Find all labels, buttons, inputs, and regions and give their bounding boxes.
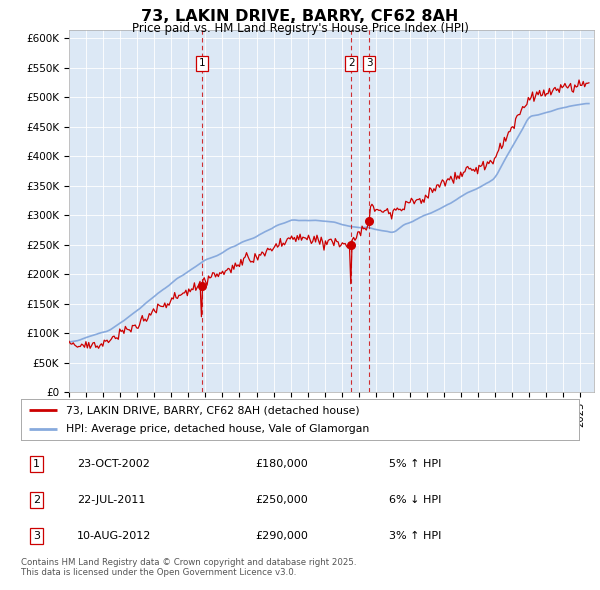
Text: 3: 3	[33, 531, 40, 541]
Text: 73, LAKIN DRIVE, BARRY, CF62 8AH (detached house): 73, LAKIN DRIVE, BARRY, CF62 8AH (detach…	[65, 405, 359, 415]
Text: 10-AUG-2012: 10-AUG-2012	[77, 531, 151, 541]
Text: 5% ↑ HPI: 5% ↑ HPI	[389, 459, 442, 469]
Text: 73, LAKIN DRIVE, BARRY, CF62 8AH: 73, LAKIN DRIVE, BARRY, CF62 8AH	[142, 9, 458, 24]
Text: 2: 2	[33, 495, 40, 505]
Text: £180,000: £180,000	[256, 459, 308, 469]
Text: 1: 1	[33, 459, 40, 469]
Text: £290,000: £290,000	[256, 531, 308, 541]
Text: 1: 1	[199, 58, 205, 68]
Text: 3% ↑ HPI: 3% ↑ HPI	[389, 531, 442, 541]
Text: Price paid vs. HM Land Registry's House Price Index (HPI): Price paid vs. HM Land Registry's House …	[131, 22, 469, 35]
Text: 2: 2	[348, 58, 355, 68]
Text: HPI: Average price, detached house, Vale of Glamorgan: HPI: Average price, detached house, Vale…	[65, 424, 369, 434]
Text: 3: 3	[366, 58, 373, 68]
Text: This data is licensed under the Open Government Licence v3.0.: This data is licensed under the Open Gov…	[21, 568, 296, 576]
Text: 6% ↓ HPI: 6% ↓ HPI	[389, 495, 442, 505]
Text: 22-JUL-2011: 22-JUL-2011	[77, 495, 145, 505]
Text: £250,000: £250,000	[256, 495, 308, 505]
Text: Contains HM Land Registry data © Crown copyright and database right 2025.: Contains HM Land Registry data © Crown c…	[21, 558, 356, 566]
Text: 23-OCT-2002: 23-OCT-2002	[77, 459, 149, 469]
